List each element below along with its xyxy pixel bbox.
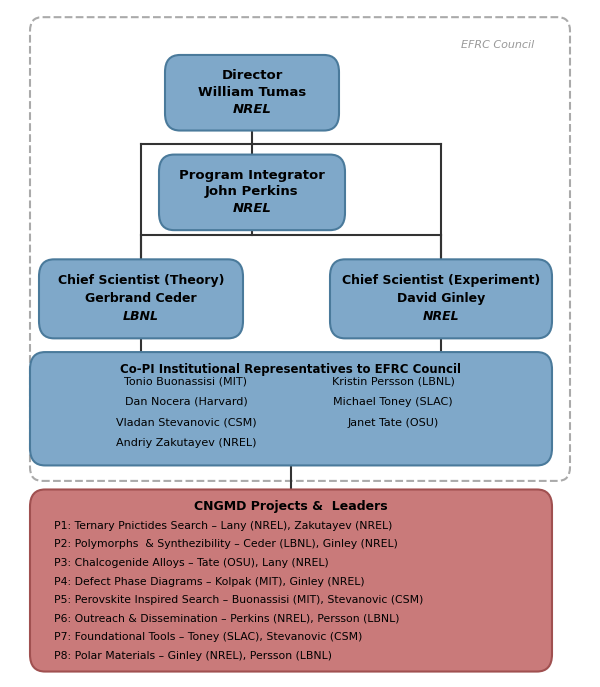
Text: Co-PI Institutional Representatives to EFRC Council: Co-PI Institutional Representatives to E… [121, 363, 461, 376]
Text: P2: Polymorphs  & Synthezibility – Ceder (LBNL), Ginley (NREL): P2: Polymorphs & Synthezibility – Ceder … [54, 539, 398, 550]
FancyBboxPatch shape [30, 352, 552, 466]
Text: P6: Outreach & Dissemination – Perkins (NREL), Persson (LBNL): P6: Outreach & Dissemination – Perkins (… [54, 613, 400, 624]
Text: Andriy Zakutayev (NREL): Andriy Zakutayev (NREL) [116, 438, 256, 448]
Text: William Tumas: William Tumas [198, 86, 306, 98]
Text: Janet Tate (OSU): Janet Tate (OSU) [347, 418, 439, 427]
Text: P8: Polar Materials – Ginley (NREL), Persson (LBNL): P8: Polar Materials – Ginley (NREL), Per… [54, 651, 332, 661]
FancyBboxPatch shape [159, 155, 345, 230]
Text: Chief Scientist (Theory): Chief Scientist (Theory) [58, 274, 224, 286]
FancyBboxPatch shape [39, 260, 243, 339]
Text: P3: Chalcogenide Alloys – Tate (OSU), Lany (NREL): P3: Chalcogenide Alloys – Tate (OSU), La… [54, 558, 329, 568]
Text: Kristin Persson (LBNL): Kristin Persson (LBNL) [332, 376, 454, 386]
FancyBboxPatch shape [330, 260, 552, 339]
Text: NREL: NREL [233, 103, 271, 115]
FancyBboxPatch shape [165, 55, 339, 131]
Text: P1: Ternary Pnictides Search – Lany (NREL), Zakutayev (NREL): P1: Ternary Pnictides Search – Lany (NRE… [54, 521, 392, 531]
Text: P7: Foundational Tools – Toney (SLAC), Stevanovic (CSM): P7: Foundational Tools – Toney (SLAC), S… [54, 632, 362, 642]
Text: P5: Perovskite Inspired Search – Buonassisi (MIT), Stevanovic (CSM): P5: Perovskite Inspired Search – Buonass… [54, 595, 424, 605]
Text: EFRC Council: EFRC Council [461, 40, 535, 49]
Text: Gerbrand Ceder: Gerbrand Ceder [85, 292, 197, 304]
Text: NREL: NREL [422, 311, 460, 323]
Text: John Perkins: John Perkins [205, 185, 299, 198]
Text: Director: Director [221, 69, 283, 82]
Text: Dan Nocera (Harvard): Dan Nocera (Harvard) [125, 397, 247, 407]
Text: Michael Toney (SLAC): Michael Toney (SLAC) [333, 397, 453, 407]
Text: Vladan Stevanovic (CSM): Vladan Stevanovic (CSM) [116, 418, 256, 427]
Text: LBNL: LBNL [123, 311, 159, 323]
Text: Program Integrator: Program Integrator [179, 169, 325, 181]
FancyBboxPatch shape [30, 489, 552, 672]
Text: NREL: NREL [233, 203, 271, 215]
Text: Tonio Buonassisi (MIT): Tonio Buonassisi (MIT) [125, 376, 248, 386]
Text: Chief Scientist (Experiment): Chief Scientist (Experiment) [342, 274, 540, 286]
Text: P4: Defect Phase Diagrams – Kolpak (MIT), Ginley (NREL): P4: Defect Phase Diagrams – Kolpak (MIT)… [54, 576, 365, 587]
Text: David Ginley: David Ginley [397, 292, 485, 304]
Text: CNGMD Projects &  Leaders: CNGMD Projects & Leaders [194, 500, 388, 513]
